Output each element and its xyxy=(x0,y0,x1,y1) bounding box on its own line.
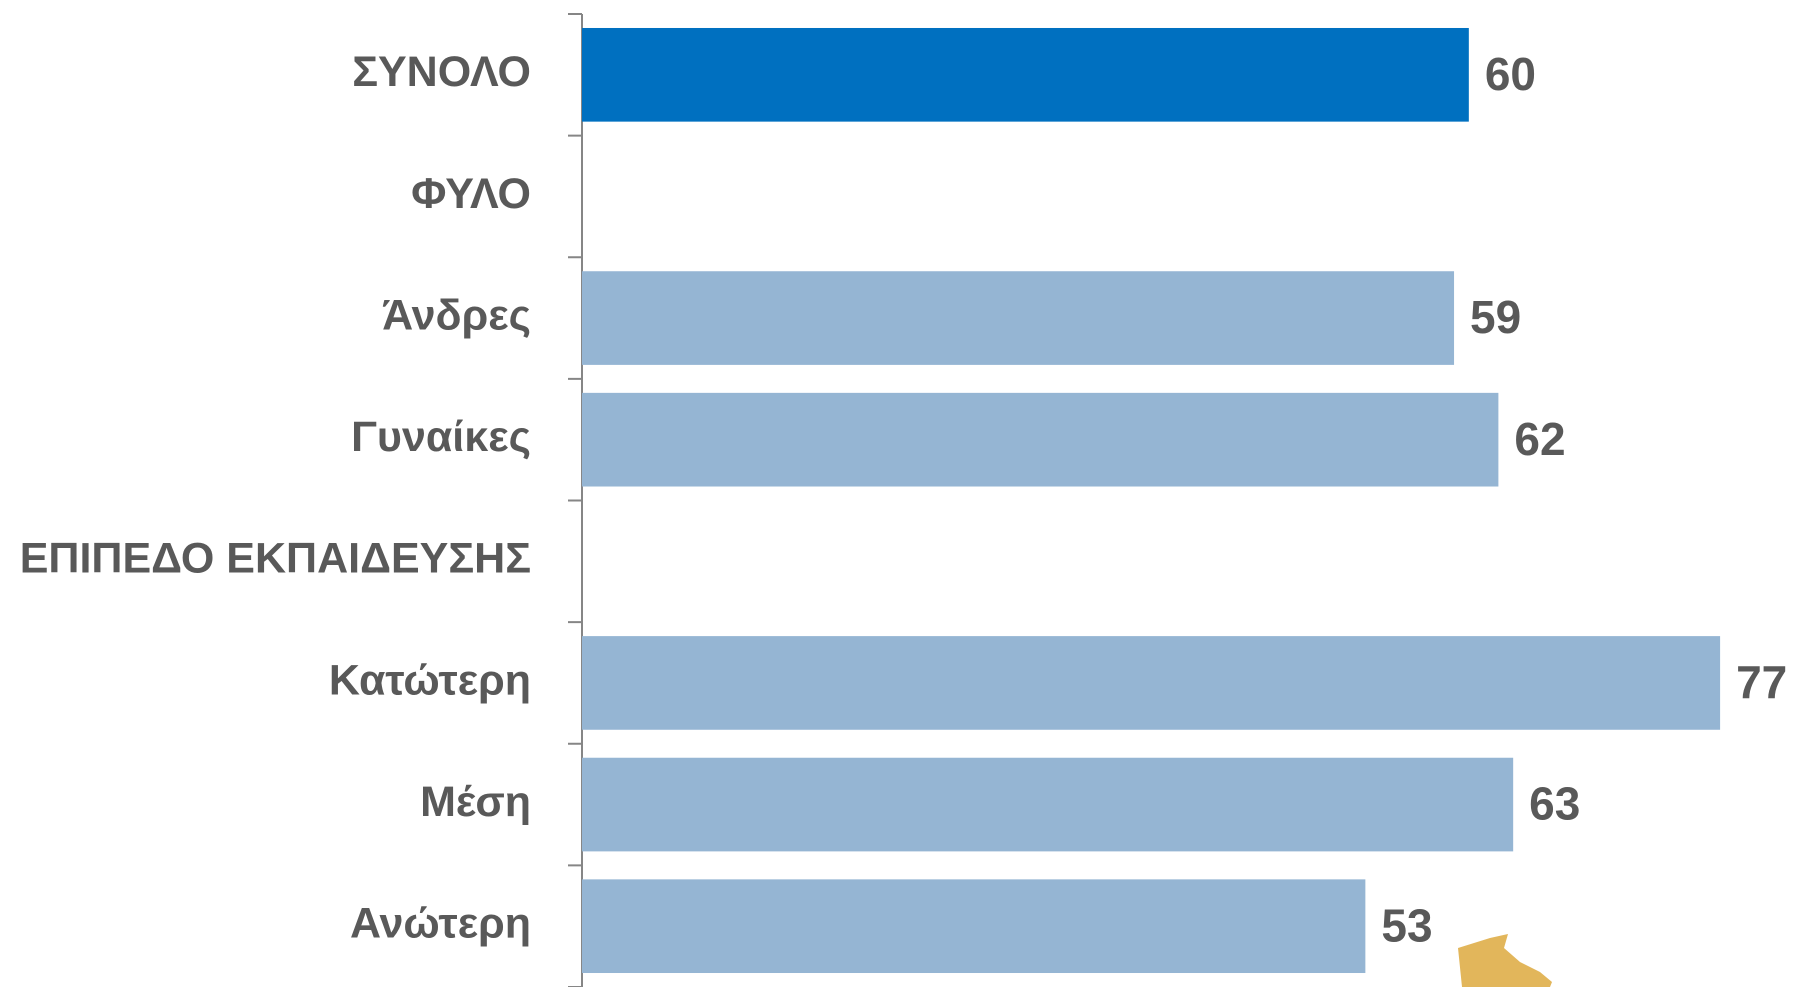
value-label: 53 xyxy=(1381,899,1432,951)
category-label: Μέση xyxy=(420,778,531,826)
category-label: ΣΥΝΟΛΟ xyxy=(352,48,531,96)
bar xyxy=(582,271,1455,365)
category-label: ΦΥΛΟ xyxy=(411,170,531,218)
bar xyxy=(582,757,1514,852)
value-label: 59 xyxy=(1470,291,1521,343)
value-label: 60 xyxy=(1485,48,1536,100)
value-label: 77 xyxy=(1736,656,1787,708)
decoration xyxy=(1458,934,1552,987)
bar xyxy=(582,879,1366,974)
value-label: 63 xyxy=(1529,778,1580,830)
category-label: Άνδρες xyxy=(382,291,531,339)
category-label: Κατώτερη xyxy=(329,656,531,704)
category-label: Γυναίκες xyxy=(351,413,531,461)
bar xyxy=(582,27,1469,122)
value-label: 62 xyxy=(1514,413,1565,465)
bar xyxy=(582,392,1499,487)
category-label: Ανώτερη xyxy=(350,900,531,948)
category-label: ΕΠΙΠΕΔΟ ΕΚΠΑΙΔΕΥΣΗΣ xyxy=(20,535,531,583)
bar xyxy=(582,636,1721,730)
